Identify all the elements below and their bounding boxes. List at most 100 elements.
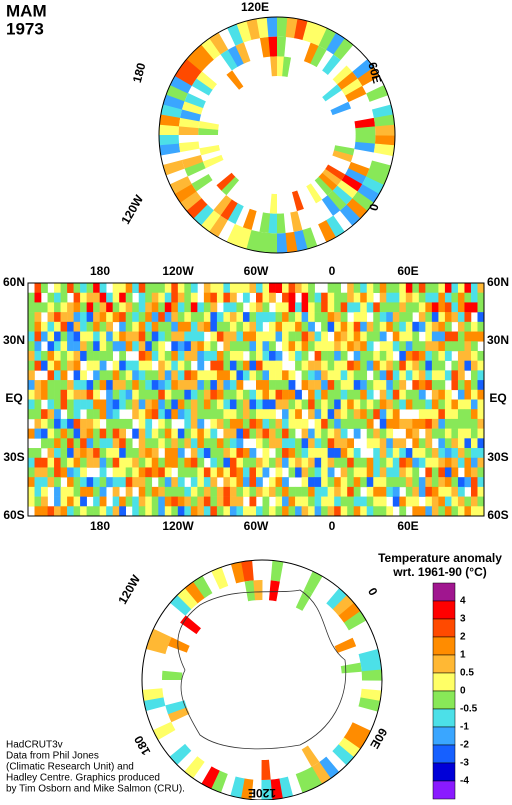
grid-cell [295, 350, 302, 361]
grid-cell [223, 321, 231, 332]
grid-cell [262, 350, 270, 361]
grid-cell [275, 486, 283, 497]
grid-cell [457, 496, 465, 507]
grid-cell [303, 766, 322, 790]
grid-cell [321, 496, 328, 507]
credit-line: (Climatic Research Unit) and [6, 762, 134, 773]
grid-cell [229, 389, 237, 400]
grid-cell [216, 370, 224, 381]
grid-cell [119, 418, 127, 429]
grid-cell [60, 448, 68, 459]
grid-cell [330, 101, 352, 116]
grid-cell [210, 409, 218, 420]
grid-cell [171, 380, 179, 391]
grid-cell [80, 350, 87, 361]
grid-cell [269, 292, 276, 303]
grid-cell [112, 380, 120, 391]
grid-cell [340, 380, 348, 391]
grid-cell [197, 341, 205, 352]
grid-cell [170, 75, 193, 94]
grid-cell [405, 428, 413, 439]
grid-cell [106, 506, 113, 517]
grid-cell [138, 409, 146, 420]
grid-cell [60, 389, 68, 400]
grid-cell [80, 341, 87, 352]
grid-cell [256, 341, 263, 352]
grid-cell [412, 448, 420, 459]
grid-cell [106, 350, 113, 361]
grid-cell [444, 312, 452, 323]
grid-cell [220, 49, 239, 71]
grid-cell [138, 438, 146, 449]
grid-cell [242, 486, 250, 497]
grid-cell [138, 506, 146, 517]
grid-cell [288, 370, 296, 381]
grid-cell [54, 302, 61, 313]
grid-cell [438, 302, 446, 313]
grid-cell [457, 438, 465, 449]
grid-cell [340, 467, 348, 478]
grid-cell [229, 457, 237, 468]
grid-cell [444, 467, 452, 478]
grid-cell [282, 418, 289, 429]
grid-cell [210, 331, 218, 342]
grid-cell [282, 496, 289, 507]
grid-cell [347, 341, 355, 352]
grid-cell [295, 589, 313, 611]
grid-cell [106, 418, 113, 429]
grid-cell [418, 283, 426, 294]
grid-cell [334, 448, 341, 459]
grid-cell [418, 477, 426, 488]
credit-line: Hadley Centre. Graphics produced [6, 773, 160, 784]
grid-cell [41, 506, 48, 517]
grid-cell [198, 127, 219, 135]
grid-cell [223, 467, 231, 478]
grid-cell [470, 477, 478, 488]
grid-cell [295, 331, 302, 342]
grid-cell [158, 341, 166, 352]
grid-cell [145, 331, 153, 342]
grid-cell [146, 638, 169, 655]
grid-cell [125, 418, 133, 429]
grid-cell [399, 283, 407, 294]
grid-cell [168, 637, 190, 653]
grid-cell [282, 380, 289, 391]
grid-cell [321, 448, 328, 459]
grid-cell [282, 283, 289, 294]
grid-cell [371, 104, 394, 119]
grid-cell [151, 370, 159, 381]
grid-cell [431, 496, 439, 507]
grid-cell [288, 448, 296, 459]
grid-cell [373, 283, 381, 294]
grid-cell [191, 173, 213, 192]
grid-cell [457, 312, 465, 323]
lon-label: 0 [365, 585, 381, 598]
grid-cell [477, 321, 485, 332]
grid-cell [340, 350, 348, 361]
grid-cell [379, 418, 387, 429]
grid-cell [333, 145, 355, 156]
grid-cell [321, 428, 328, 439]
grid-cell [202, 154, 224, 169]
grid-cell [171, 399, 179, 410]
grid-cell [438, 399, 446, 410]
grid-cell [93, 457, 100, 468]
grid-cell [386, 321, 394, 332]
grid-cell [256, 321, 263, 332]
grid-cell [444, 486, 452, 497]
grid-cell [438, 457, 446, 468]
grid-cell [321, 370, 328, 381]
grid-cell [431, 467, 439, 478]
grid-cell [386, 418, 394, 429]
grid-cell [431, 506, 439, 517]
grid-cell [464, 448, 472, 459]
grid-cell [138, 341, 146, 352]
legend-label: -3 [460, 758, 469, 769]
grid-cell [125, 467, 133, 478]
grid-cell [425, 428, 433, 439]
grid-cell [277, 56, 285, 77]
grid-cell [229, 477, 237, 488]
grid-cell [353, 370, 361, 381]
grid-cell [249, 496, 257, 507]
grid-cell [295, 321, 302, 332]
